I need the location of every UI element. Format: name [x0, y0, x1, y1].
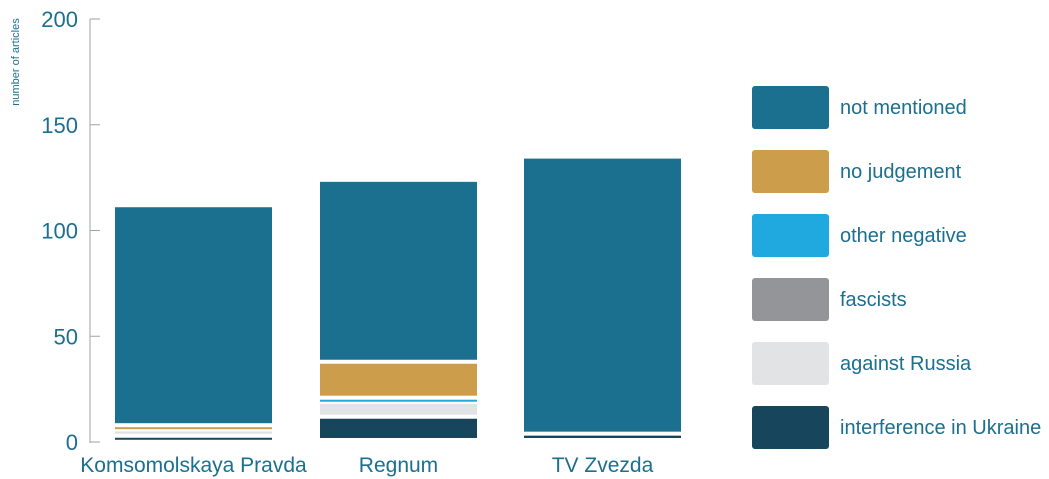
- bar-segment-komsomolskaya-pravda-against-russia: [115, 431, 272, 434]
- bar-segment-regnum-no-judgement: [320, 363, 477, 396]
- legend-swatch: [752, 342, 829, 385]
- bar-area: [115, 158, 681, 440]
- bar-segment-tv-zvezda-not-mentioned: [524, 158, 681, 432]
- legend: not mentioned no judgement other negative f…: [752, 86, 1041, 449]
- legend-label: no judgement: [840, 161, 962, 183]
- x-category-label: Regnum: [359, 454, 438, 477]
- legend-label: against Russia: [840, 353, 972, 375]
- y-tick-label: 50: [54, 324, 78, 349]
- y-tick-label: 200: [41, 7, 78, 32]
- bar-segment-komsomolskaya-pravda-no-judgement: [115, 427, 272, 430]
- y-tick-label: 0: [66, 430, 78, 455]
- y-tick-label: 150: [41, 113, 78, 138]
- legend-label: interference in Ukraine: [840, 417, 1041, 439]
- legend-label: fascists: [840, 289, 907, 311]
- y-axis-label: number of articles: [10, 18, 22, 106]
- legend-swatch: [752, 214, 829, 257]
- legend-label: not mentioned: [840, 97, 967, 119]
- bar-segment-komsomolskaya-pravda-not-mentioned: [115, 207, 272, 424]
- legend-label: other negative: [840, 225, 967, 247]
- bar-segment-komsomolskaya-pravda-interference-in-ukraine: [115, 437, 272, 440]
- legend-swatch: [752, 150, 829, 193]
- x-category-label: Komsomolskaya Pravda: [80, 454, 307, 477]
- legend-swatch: [752, 278, 829, 321]
- bar-segment-tv-zvezda-interference-in-ukraine: [524, 435, 681, 438]
- bar-segment-regnum-not-mentioned: [320, 181, 477, 360]
- legend-swatch: [752, 86, 829, 129]
- bar-segment-regnum-interference-in-ukraine: [320, 418, 477, 438]
- category-labels: Komsomolskaya Pravda Regnum TV Zvezda: [80, 454, 653, 477]
- x-category-label: TV Zvezda: [552, 454, 654, 477]
- bar-segment-regnum-against-russia: [320, 403, 477, 415]
- y-axis: 0 50 100 150 200: [41, 7, 100, 455]
- y-tick-label: 100: [41, 219, 78, 244]
- bar-segment-regnum-other-negative: [320, 399, 477, 402]
- legend-swatch: [752, 406, 829, 449]
